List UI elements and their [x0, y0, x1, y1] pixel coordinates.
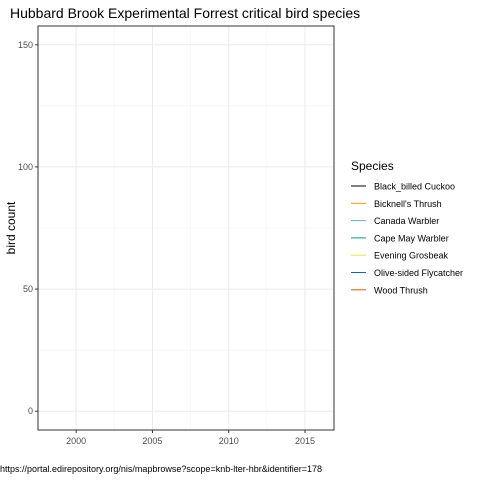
y-tick-label: 0: [28, 406, 33, 416]
legend-item: Bicknell's Thrush: [351, 199, 442, 209]
legend-item: Canada Warbler: [351, 216, 439, 226]
legend-item: Black_billed Cuckoo: [351, 182, 455, 192]
legend-label: Wood Thrush: [374, 285, 428, 295]
legend-label: Evening Grosbeak: [374, 251, 449, 261]
y-tick-label: 100: [18, 162, 33, 172]
legend-label: Bicknell's Thrush: [374, 199, 442, 209]
y-tick-label: 150: [18, 40, 33, 50]
legend-label: Black_billed Cuckoo: [374, 182, 455, 192]
legend-item: Cape May Warbler: [351, 233, 449, 243]
legend-title: Species: [351, 159, 394, 173]
grid-lines: [38, 26, 334, 430]
legend-item: Wood Thrush: [351, 285, 428, 295]
legend-label: Olive-sided Flycatcher: [374, 268, 463, 278]
y-axis-label: bird count: [4, 201, 18, 254]
x-tick-label: 2005: [142, 436, 162, 446]
chart-title: Hubbard Brook Experimental Forrest criti…: [10, 5, 360, 21]
legend-label: Canada Warbler: [374, 216, 439, 226]
x-tick-label: 2010: [219, 436, 239, 446]
x-tick-label: 2000: [66, 436, 86, 446]
legend-item: Evening Grosbeak: [351, 251, 449, 261]
x-tick-label: 2015: [295, 436, 315, 446]
legend-item: Olive-sided Flycatcher: [351, 268, 463, 278]
plot-panel: [37, 25, 335, 431]
y-tick-label: 50: [23, 284, 33, 294]
legend-label: Cape May Warbler: [374, 233, 449, 243]
axes: 2000 2005 2010 2015 0 50 100 150: [18, 40, 315, 446]
source-caption: https://portal.edirepository.org/nis/map…: [0, 464, 322, 474]
legend: Black_billed Cuckoo Bicknell's Thrush Cana…: [351, 182, 463, 295]
